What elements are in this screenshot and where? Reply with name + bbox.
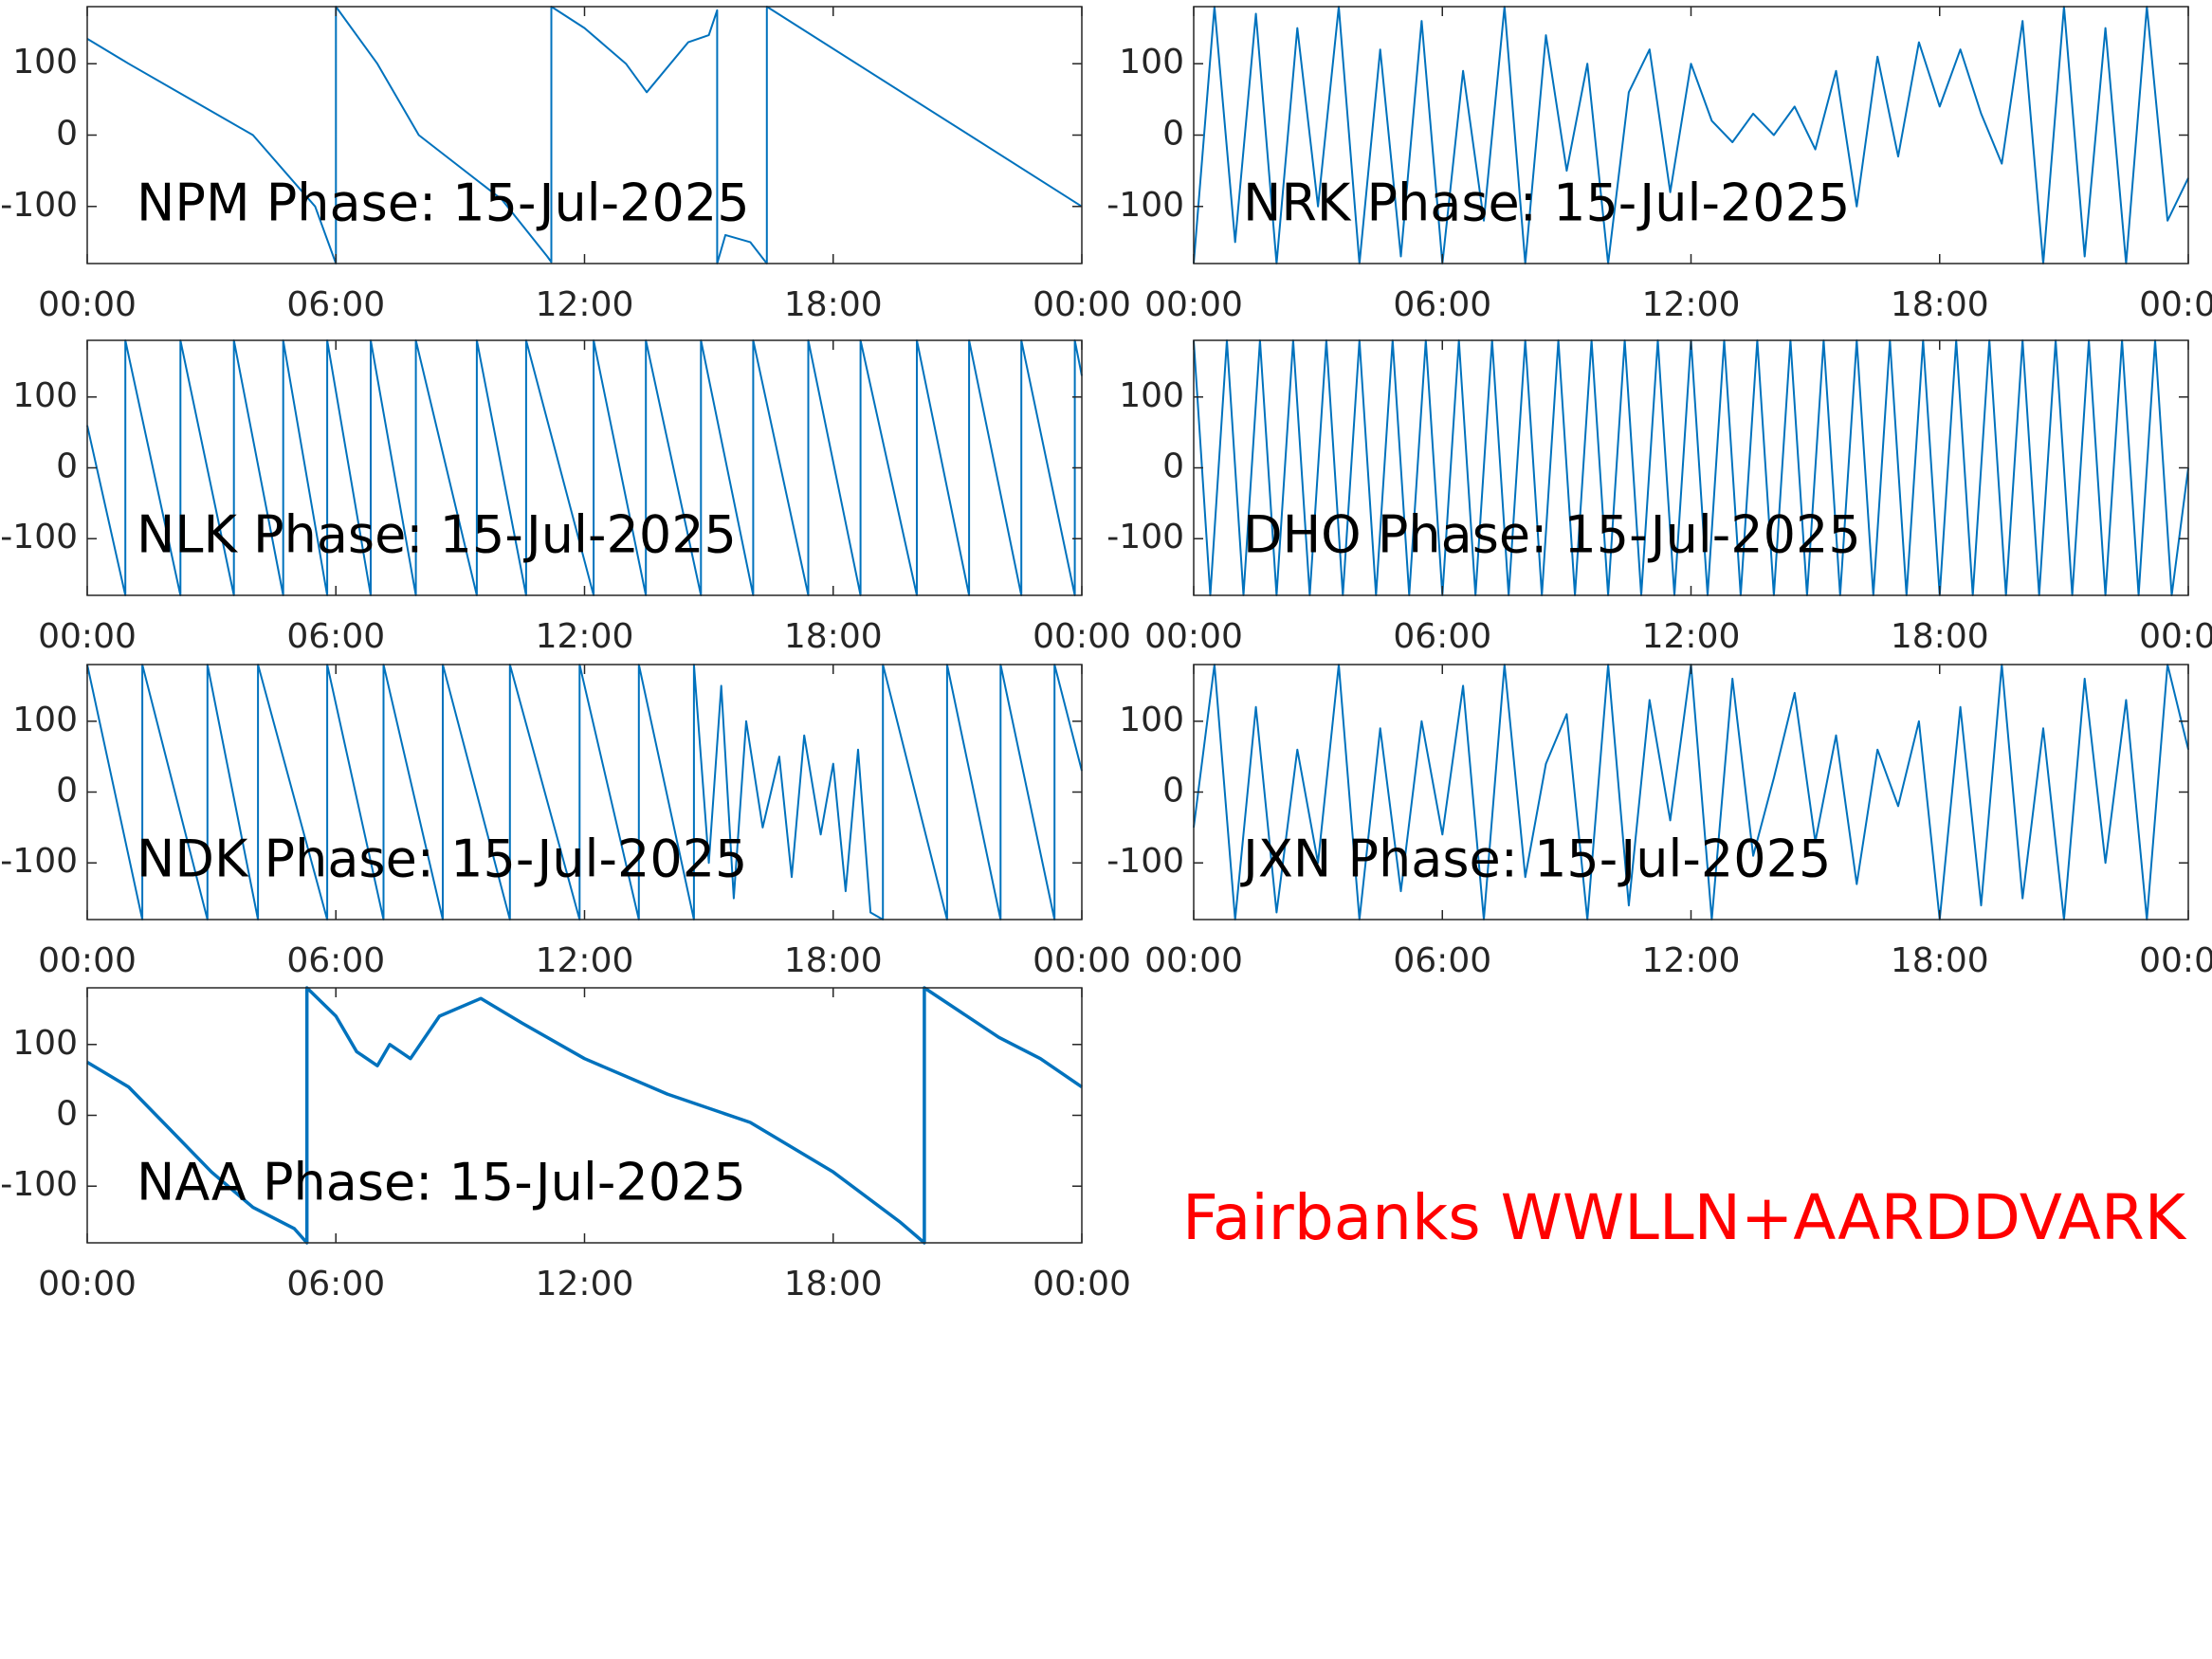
y-tick-label: 100 — [12, 1024, 78, 1063]
panel-title: NPM Phase: 15-Jul-2025 — [137, 173, 750, 233]
y-tick-label: 0 — [56, 772, 78, 811]
x-tick-label: 00:00 — [1144, 285, 1243, 324]
panel-title: DHO Phase: 15-Jul-2025 — [1243, 505, 1861, 565]
y-tick-label: 0 — [56, 1095, 78, 1134]
y-tick-label: 0 — [1162, 772, 1184, 811]
x-tick-label: 06:00 — [286, 285, 385, 324]
y-tick-label: 100 — [12, 376, 78, 415]
panel-title: NAA Phase: 15-Jul-2025 — [137, 1153, 746, 1212]
x-tick-label: 00:00 — [38, 285, 137, 324]
x-tick-label: 00:00 — [38, 1265, 137, 1304]
x-tick-label: 12:00 — [536, 941, 634, 980]
x-tick-label: 00:00 — [1144, 617, 1243, 656]
panel-title: NDK Phase: 15-Jul-2025 — [137, 830, 747, 889]
x-tick-label: 12:00 — [536, 617, 634, 656]
x-tick-label: 18:00 — [784, 617, 883, 656]
x-tick-label: 12:00 — [1642, 617, 1741, 656]
x-tick-label: 00:00 — [38, 617, 137, 656]
y-tick-label: 100 — [1119, 376, 1184, 415]
x-tick-label: 12:00 — [536, 285, 634, 324]
y-tick-label: 0 — [1162, 115, 1184, 154]
y-tick-label: 100 — [1119, 43, 1184, 82]
y-tick-label: 0 — [56, 447, 78, 486]
x-tick-label: 00:00 — [1033, 941, 1131, 980]
x-tick-label: 06:00 — [286, 617, 385, 656]
x-tick-label: 18:00 — [1891, 617, 1989, 656]
y-tick-label: -100 — [1106, 186, 1184, 225]
x-tick-label: 12:00 — [536, 1265, 634, 1304]
x-tick-label: 00:00 — [1033, 1265, 1131, 1304]
x-tick-label: 18:00 — [784, 1265, 883, 1304]
x-tick-label: 18:00 — [1891, 285, 1989, 324]
y-tick-label: 0 — [56, 115, 78, 154]
x-tick-label: 06:00 — [1393, 285, 1491, 324]
y-tick-label: -100 — [0, 842, 78, 881]
x-tick-label: 00:00 — [1144, 941, 1243, 980]
x-tick-label: 12:00 — [1642, 941, 1741, 980]
y-tick-label: 100 — [1119, 701, 1184, 739]
x-tick-label: 00:00 — [2139, 941, 2212, 980]
y-tick-label: -100 — [0, 518, 78, 556]
y-tick-label: -100 — [0, 186, 78, 225]
x-tick-label: 00:00 — [2139, 617, 2212, 656]
x-tick-label: 06:00 — [1393, 941, 1491, 980]
x-tick-label: 00:00 — [1033, 285, 1131, 324]
y-tick-label: -100 — [1106, 842, 1184, 881]
y-tick-label: 0 — [1162, 447, 1184, 486]
x-tick-label: 00:00 — [38, 941, 137, 980]
x-tick-label: 18:00 — [1891, 941, 1989, 980]
phase-line — [86, 986, 1083, 1245]
y-tick-label: -100 — [0, 1165, 78, 1204]
x-tick-label: 06:00 — [1393, 617, 1491, 656]
panel-title: JXN Phase: 15-Jul-2025 — [1240, 830, 1831, 889]
figure-label: Fairbanks WWLLN+AARDDVARK — [1182, 1181, 2187, 1254]
y-tick-label: 100 — [12, 701, 78, 739]
y-tick-label: 100 — [12, 43, 78, 82]
phase-line — [86, 339, 1083, 596]
x-tick-label: 18:00 — [784, 285, 883, 324]
panel-title: NLK Phase: 15-Jul-2025 — [137, 505, 737, 565]
x-tick-label: 18:00 — [784, 941, 883, 980]
x-tick-label: 06:00 — [286, 1265, 385, 1304]
panel-title: NRK Phase: 15-Jul-2025 — [1243, 173, 1850, 233]
y-tick-label: -100 — [1106, 518, 1184, 556]
x-tick-label: 00:00 — [1033, 617, 1131, 656]
x-tick-label: 06:00 — [286, 941, 385, 980]
x-tick-label: 12:00 — [1642, 285, 1741, 324]
x-tick-label: 00:00 — [2139, 285, 2212, 324]
